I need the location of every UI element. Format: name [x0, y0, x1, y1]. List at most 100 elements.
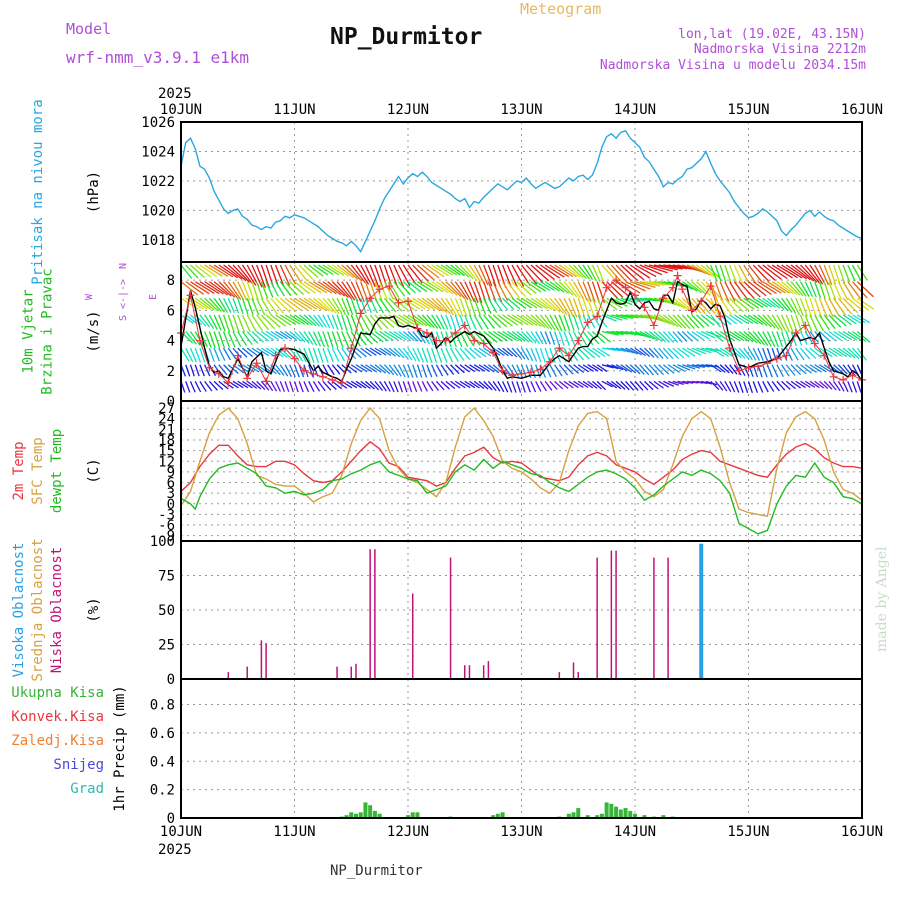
wind-arrow	[691, 264, 711, 276]
wind-arrow	[691, 347, 707, 355]
wind-arrow	[814, 264, 826, 286]
wind-arrow	[852, 297, 870, 311]
axis-unit-label: (%)	[86, 597, 102, 622]
wind-arrow	[525, 347, 534, 362]
wind-arrow	[298, 281, 317, 294]
wind-arrow	[440, 297, 454, 316]
wind-arrow	[341, 264, 359, 280]
wind-arrow	[374, 264, 384, 289]
wind-arrow	[804, 264, 821, 284]
wind-arrow	[213, 281, 232, 297]
gust-marker	[820, 351, 829, 360]
wind-arrow	[771, 331, 779, 348]
wind-arrow	[478, 364, 491, 373]
x-tick-label-top: 13JUN	[500, 102, 542, 118]
wind-arrow	[279, 381, 286, 392]
wind-arrow	[497, 314, 513, 327]
wind-arrow	[350, 380, 362, 389]
wind-arrow	[180, 264, 193, 279]
wind-arrow	[478, 298, 487, 315]
wind-arrow	[544, 364, 552, 378]
wind-arrow	[629, 364, 641, 375]
wind-arrow	[842, 264, 851, 283]
wind-arrow	[402, 347, 413, 361]
wind-arrow	[369, 264, 380, 288]
wind-arrow	[828, 330, 842, 341]
wind-arrow	[710, 314, 721, 328]
wind-arrow	[483, 330, 498, 343]
wind-arrow	[327, 380, 337, 390]
wind-arrow	[677, 364, 691, 371]
wind-arrow	[572, 314, 580, 331]
wind-arrow	[194, 381, 202, 393]
wind-arrow	[464, 380, 476, 389]
wind-arrow	[752, 381, 759, 393]
wind-arrow	[393, 264, 405, 288]
coords-label: lon,lat (19.02E, 43.15N)	[678, 27, 866, 42]
wind-arrow	[506, 330, 522, 342]
wind-arrow	[615, 364, 628, 372]
wind-arrow	[847, 381, 853, 393]
wind-arrow	[833, 347, 848, 358]
wind-arrow	[719, 330, 735, 342]
wind-arrow	[270, 381, 278, 392]
wind-arrow	[795, 364, 807, 375]
wind-arrow	[520, 364, 528, 378]
wind-arrow	[615, 297, 633, 306]
wind-arrow	[553, 331, 560, 346]
wind-arrow	[313, 281, 333, 294]
wind-arrow	[757, 281, 777, 295]
wind-arrow	[856, 331, 871, 343]
wind-arrow	[199, 314, 211, 328]
wind-arrow	[719, 364, 730, 374]
wind-arrow	[355, 314, 364, 332]
wind-arrow	[554, 364, 563, 377]
wind-arrow	[511, 330, 526, 342]
wind-arrow	[696, 264, 714, 277]
wind-arrow	[355, 347, 367, 358]
wind-arrow	[766, 314, 780, 330]
wind-arrow	[823, 297, 834, 318]
wind-arrow	[303, 381, 310, 393]
wind-arrow	[809, 380, 820, 389]
wind-arrow	[677, 331, 688, 343]
wind-arrow	[369, 347, 382, 356]
wind-arrow	[833, 281, 843, 301]
wind-arrow	[653, 331, 667, 343]
wind-arrow	[190, 281, 210, 295]
wind-arrow	[799, 331, 808, 345]
y-tick-label: 4	[167, 334, 175, 350]
wind-arrow	[733, 297, 750, 311]
wind-arrow	[672, 331, 683, 343]
axis-label: 10m Vjetar	[21, 289, 37, 373]
wind-arrow	[388, 264, 399, 288]
wind-arrow	[501, 264, 512, 288]
series-line-dewpt	[180, 458, 863, 535]
wind-arrow	[275, 347, 288, 359]
wind-arrow	[743, 381, 749, 394]
panel-frame	[180, 400, 863, 542]
wind-arrow	[842, 314, 857, 325]
station-title: NP_Durmitor	[330, 24, 482, 50]
wind-arrow	[488, 330, 503, 342]
panel-wind: 0 2 4 6 8 (m/s) 10m Vjetar Brzina i Pravac N S W E <…	[21, 261, 875, 410]
wind-arrow	[549, 347, 556, 363]
wind-arrow	[795, 281, 807, 297]
wind-arrow	[506, 281, 521, 299]
gust-marker	[753, 362, 762, 371]
wind-arrow	[714, 364, 726, 373]
wind-arrow	[776, 314, 787, 332]
gust-marker	[451, 329, 460, 338]
wind-arrow	[771, 380, 780, 392]
wind-arrows	[180, 264, 875, 394]
gust-marker	[801, 321, 810, 330]
precip-bar	[576, 808, 581, 818]
panel-precip: 0 0.2 0.4 0.6 0.8 1hr Precip (mm) Ukupna Kisa K…	[11, 678, 863, 827]
wind-arrow	[795, 380, 806, 389]
wind-arrow	[540, 264, 560, 279]
axis-label: SFC Temp	[30, 437, 46, 504]
wind-arrow	[762, 347, 768, 361]
gust-marker	[839, 375, 848, 384]
wind-arrow	[398, 281, 411, 296]
wind-arrow	[407, 364, 414, 378]
